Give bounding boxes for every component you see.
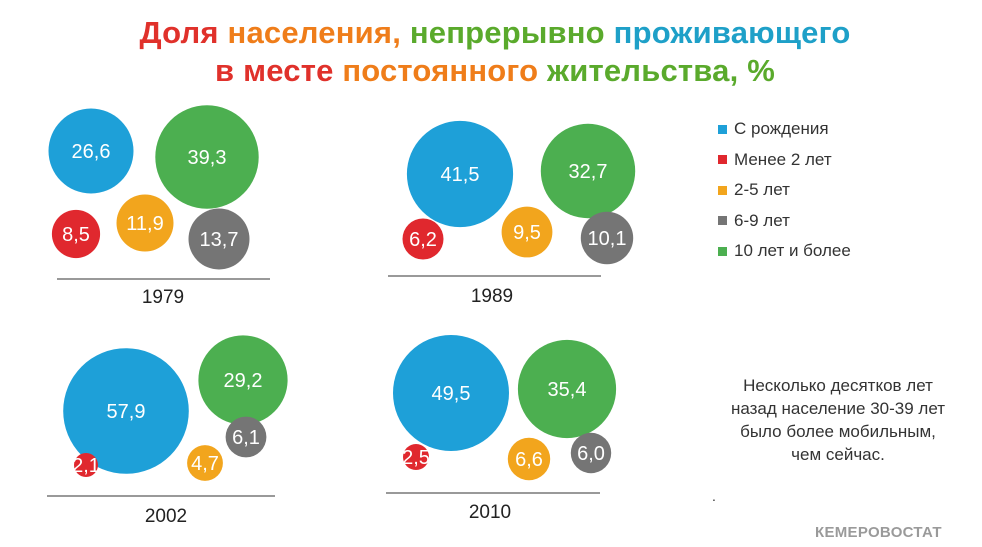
panel-1979: 26,6 39,3 8,5 11,9 13,7 1979	[48, 105, 270, 308]
bubble-value-label: 11,9	[126, 213, 163, 235]
panel-year-label: 1989	[471, 286, 513, 307]
note-line: Несколько десятков лет	[743, 376, 933, 395]
bubble-value-label: 6,2	[409, 229, 437, 251]
bubble-Менее-2-лет	[402, 218, 444, 260]
legend-item: С рождения	[718, 114, 851, 145]
title-line-2: в месте постоянного жительства, %	[0, 52, 982, 90]
bubble-value-label: 6,6	[515, 449, 543, 471]
bubble-2-5-лет	[116, 194, 174, 252]
legend-swatch	[718, 155, 727, 165]
chart-title: Доля населения, непрерывно проживающего …	[0, 14, 982, 90]
bubble-value-label: 2,1	[72, 455, 100, 477]
source-watermark: КЕМЕРОВОСТАТ	[815, 524, 942, 541]
legend-swatch	[718, 216, 727, 226]
title-part: в месте	[215, 53, 343, 88]
panel-year-label: 1979	[142, 287, 184, 308]
note-line: было более мобильным,	[740, 422, 936, 441]
panel-1989: 41,5 32,7 6,2 9,5 10,1 1989	[388, 120, 636, 307]
bubble-10-лет-и-более	[155, 105, 259, 209]
bubble-10-лет-и-более	[198, 335, 288, 425]
bubble-Менее-2-лет	[51, 209, 101, 259]
note-line: назад население 30-39 лет	[730, 399, 945, 418]
legend: С рождения Менее 2 лет 2-5 лет 6-9 лет 1…	[718, 114, 851, 267]
bubble-value-label: 49,5	[432, 383, 471, 405]
bubble-value-label: 9,5	[513, 222, 541, 244]
panel-year-label: 2002	[145, 506, 187, 527]
title-part: непрерывно	[409, 15, 614, 50]
bubble-С-рождения	[393, 335, 509, 451]
bubble-2-5-лет	[187, 445, 223, 481]
bubble-value-label: 39,3	[188, 147, 227, 169]
bubble-10-лет-и-более	[517, 339, 617, 439]
legend-label: 10 лет и более	[734, 241, 851, 261]
bubble-Менее-2-лет	[403, 444, 429, 470]
bubble-10-лет-и-более	[540, 123, 636, 219]
panel-2002: 57,9 29,2 2,1 4,7 6,1 2002	[47, 335, 288, 527]
bubble-2-5-лет	[507, 437, 551, 481]
legend-item: 6-9 лет	[718, 206, 851, 237]
bubble-value-label: 32,7	[569, 161, 608, 183]
bubble-value-label: 13,7	[200, 229, 239, 251]
bubble-С-рождения	[48, 108, 134, 194]
title-part: проживающего	[613, 15, 851, 50]
bubble-value-label: 6,0	[577, 443, 605, 465]
bubble-value-label: 29,2	[224, 370, 263, 392]
title-line-1: Доля населения, непрерывно проживающего	[0, 14, 982, 52]
bubble-6-9-лет	[570, 432, 612, 474]
title-part: Доля	[139, 15, 228, 50]
bubble-value-label: 10,1	[588, 228, 627, 250]
bubble-value-label: 26,6	[72, 141, 111, 163]
bubble-6-9-лет	[188, 208, 250, 270]
legend-label: С рождения	[734, 119, 829, 139]
legend-label: 6-9 лет	[734, 210, 790, 230]
title-part: населения,	[227, 15, 410, 50]
legend-item: 10 лет и более	[718, 236, 851, 267]
legend-label: 2-5 лет	[734, 180, 790, 200]
bubble-С-рождения	[406, 120, 514, 228]
panel-year-label: 2010	[469, 502, 511, 523]
legend-item: 2-5 лет	[718, 175, 851, 206]
title-part: постоянного	[342, 53, 548, 88]
bubble-Менее-2-лет	[74, 453, 98, 477]
stray-dot: .	[712, 488, 716, 504]
bubble-6-9-лет	[225, 416, 267, 458]
note-line: чем сейчас.	[791, 445, 885, 464]
bubble-value-label: 2,5	[402, 447, 430, 469]
panel-2010: 49,5 35,4 2,5 6,6 6,0 2010	[386, 335, 617, 523]
bubble-value-label: 4,7	[191, 453, 219, 475]
legend-item: Менее 2 лет	[718, 145, 851, 176]
bubble-value-label: 8,5	[62, 224, 90, 246]
bubble-value-label: 6,1	[232, 427, 260, 449]
bubble-2-5-лет	[501, 206, 553, 258]
legend-swatch	[718, 246, 727, 256]
bubble-value-label: 35,4	[548, 379, 587, 401]
bubble-6-9-лет	[580, 211, 634, 265]
annotation-note: Несколько десятков лет назад население 3…	[708, 374, 968, 466]
legend-swatch	[718, 185, 727, 195]
title-part: жительства, %	[547, 53, 775, 88]
bubble-value-label: 41,5	[441, 164, 480, 186]
bubble-value-label: 57,9	[107, 401, 146, 423]
legend-swatch	[718, 124, 727, 134]
bubble-С-рождения	[63, 348, 189, 474]
legend-label: Менее 2 лет	[734, 149, 832, 169]
